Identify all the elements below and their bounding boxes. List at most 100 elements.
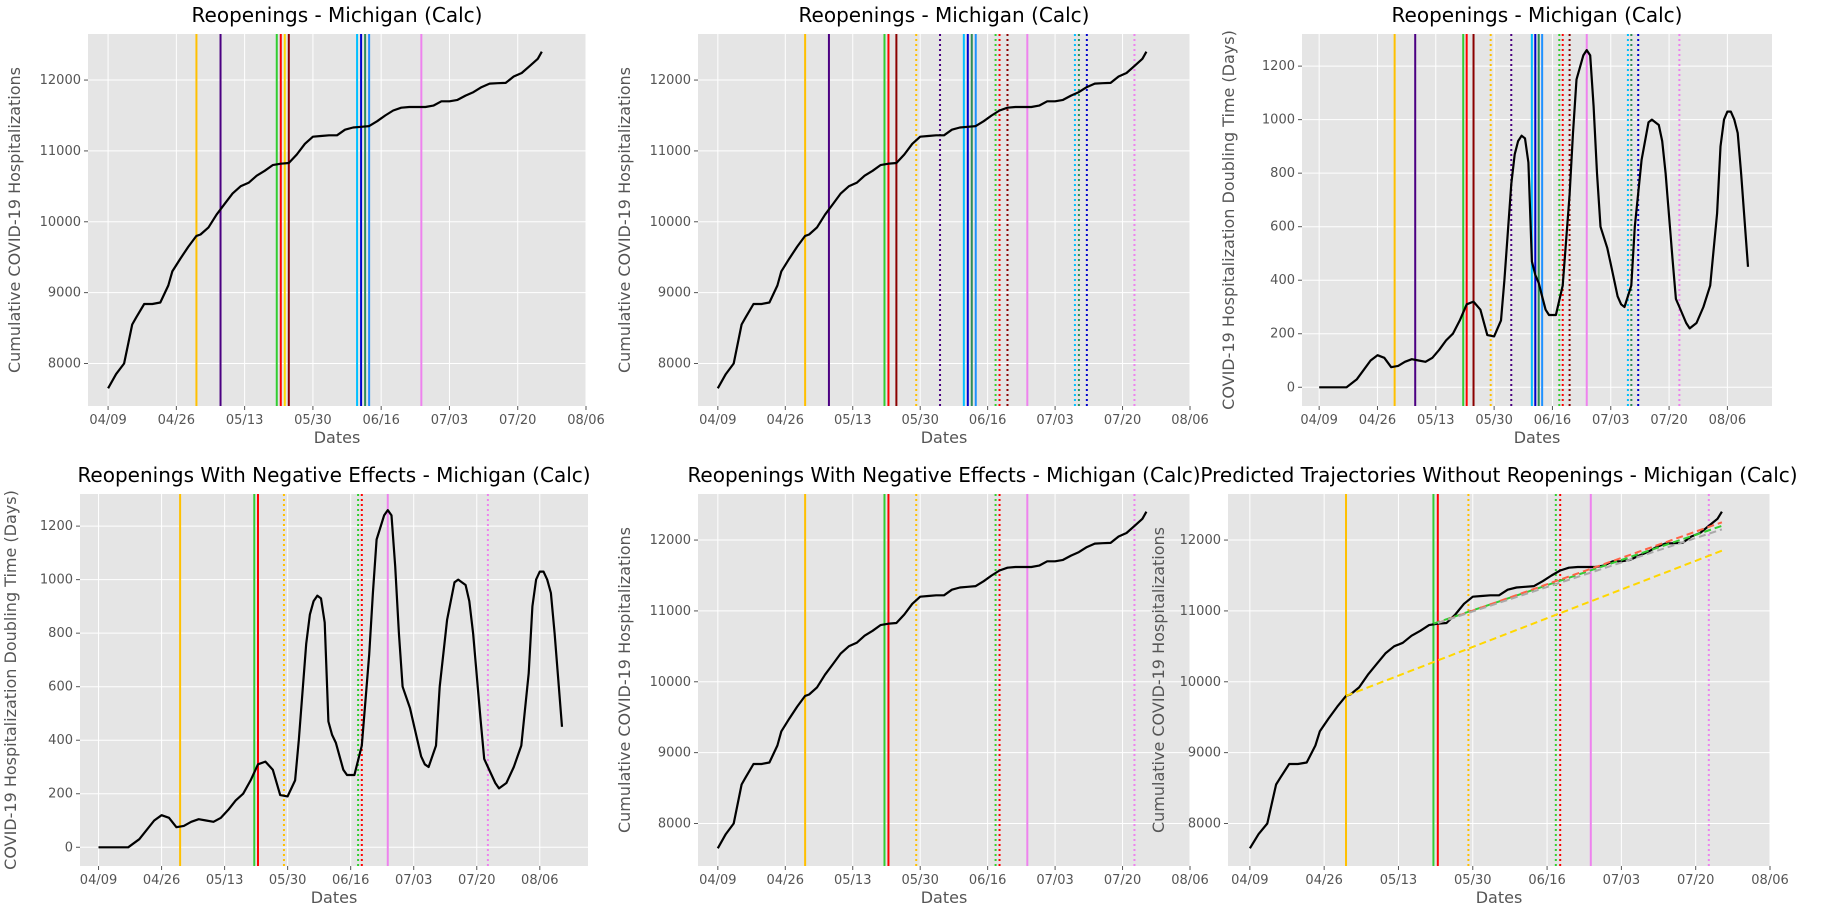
x-tick-label: 04/26 [143,873,180,888]
x-tick-label: 08/06 [1171,413,1208,428]
chart-panel-1: 8000 9000 10000 11000 12000 04/09 04/26 05/13 05… [5,3,605,447]
y-tick-label: 8000 [658,816,691,831]
x-tick-label: 08/06 [521,873,558,888]
x-tick-label: 05/13 [1417,413,1454,428]
y-tick-label: 600 [48,680,73,695]
y-tick-label: 200 [48,787,73,802]
chart-panel-3: 0 200 400 600 800 1000 1200 04/09 04/26 05/13 05/3… [1219,3,1772,447]
series-line [98,509,564,849]
x-tick-label: 06/16 [332,873,369,888]
y-tick-label: 1200 [1262,59,1295,74]
y-tick-label: 9000 [658,286,691,301]
x-tick-label: 06/16 [969,413,1006,428]
y-tick-label: 10000 [40,215,81,230]
y-tick-label: 10000 [650,675,691,690]
plot-background [1228,494,1770,866]
x-tick-label: 05/30 [901,873,938,888]
x-tick-label: 07/20 [1104,413,1141,428]
series-line [716,51,1148,389]
series-line [1437,528,1723,624]
x-tick-label: 07/20 [1104,873,1141,888]
plot-background [698,494,1190,866]
x-tick-label: 05/30 [294,413,331,428]
x-tick-label: 07/20 [458,873,495,888]
x-tick-label: 05/30 [1454,873,1491,888]
y-tick-label: 11000 [40,144,81,159]
y-tick-label: 0 [65,840,73,855]
x-tick-label: 07/03 [1603,873,1640,888]
y-tick-label: 600 [1270,220,1295,235]
series-line [1319,48,1750,389]
x-tick-label: 04/09 [1300,413,1337,428]
x-axis-label: Dates [921,888,968,907]
y-tick-label: 1200 [40,519,73,534]
x-tick-label: 04/09 [699,873,736,888]
chart-title: Reopenings - Michigan (Calc) [1392,3,1683,27]
series-line [107,51,543,389]
x-tick-label: 06/16 [362,413,399,428]
x-tick-label: 04/26 [1359,413,1396,428]
x-tick-label: 06/16 [969,873,1006,888]
x-tick-label: 05/30 [1475,413,1512,428]
y-tick-label: 11000 [650,144,691,159]
chart-panel-2: 8000 9000 10000 11000 12000 04/09 04/26 05/13 05… [615,3,1209,447]
y-tick-label: 800 [1270,166,1295,181]
y-axis-label: Cumulative COVID-19 Hospitalizations [1149,527,1168,833]
x-tick-label: 06/16 [1534,413,1571,428]
chart-panel-4: 0 200 400 600 800 1000 1200 04/09 04/26 05/13 05/3… [1,463,591,907]
y-tick-label: 9000 [658,746,691,761]
chart-title: Reopenings - Michigan (Calc) [799,3,1090,27]
x-axis-label: Dates [311,888,358,907]
y-tick-label: 8000 [658,356,691,371]
x-axis-label: Dates [1476,888,1523,907]
series-line [1345,549,1723,697]
y-tick-label: 9000 [48,286,81,301]
plot-background [88,34,586,406]
x-tick-label: 05/13 [834,873,871,888]
x-tick-label: 08/06 [567,413,604,428]
series-line [1248,511,1723,849]
x-tick-label: 08/06 [1751,873,1788,888]
y-tick-label: 11000 [1180,604,1221,619]
chart-panel-5: 8000 9000 10000 11000 12000 04/09 04/26 05/13 05… [615,463,1209,907]
x-tick-label: 07/03 [1036,413,1073,428]
x-tick-label: 06/16 [1528,873,1565,888]
y-axis-label: COVID-19 Hospitalization Doubling Time (… [1219,30,1238,410]
x-tick-label: 04/09 [80,873,117,888]
x-tick-label: 04/09 [699,413,736,428]
y-tick-label: 400 [48,733,73,748]
y-tick-label: 10000 [650,215,691,230]
x-tick-label: 04/26 [767,873,804,888]
y-tick-label: 12000 [650,73,691,88]
plot-background [698,34,1190,406]
x-tick-label: 05/30 [901,413,938,428]
x-tick-label: 08/06 [1709,413,1746,428]
y-tick-label: 9000 [1188,746,1221,761]
y-axis-label: Cumulative COVID-19 Hospitalizations [615,527,634,833]
x-axis-label: Dates [1514,428,1561,447]
chart-panel-6: 8000 9000 10000 11000 12000 04/09 04/26 05/13 05… [1149,463,1798,907]
y-axis-label: Cumulative COVID-19 Hospitalizations [615,67,634,373]
y-tick-label: 400 [1270,273,1295,288]
x-tick-label: 08/06 [1171,873,1208,888]
y-tick-label: 12000 [1180,533,1221,548]
plot-background [80,494,588,866]
y-tick-label: 12000 [40,73,81,88]
x-tick-label: 05/13 [226,413,263,428]
x-tick-label: 07/20 [1677,873,1714,888]
y-tick-label: 8000 [1188,816,1221,831]
x-tick-label: 04/09 [1231,873,1268,888]
chart-title: Reopenings With Negative Effects - Michi… [77,463,590,487]
x-tick-label: 07/03 [1036,873,1073,888]
y-tick-label: 8000 [48,356,81,371]
y-tick-label: 200 [1270,327,1295,342]
y-tick-label: 10000 [1180,675,1221,690]
x-tick-label: 05/30 [269,873,306,888]
x-tick-label: 07/20 [1650,413,1687,428]
x-tick-label: 07/03 [395,873,432,888]
y-tick-label: 11000 [650,604,691,619]
y-tick-label: 12000 [650,533,691,548]
x-tick-label: 04/26 [1305,873,1342,888]
chart-title: Predicted Trajectories Without Reopening… [1200,463,1797,487]
x-axis-label: Dates [314,428,361,447]
